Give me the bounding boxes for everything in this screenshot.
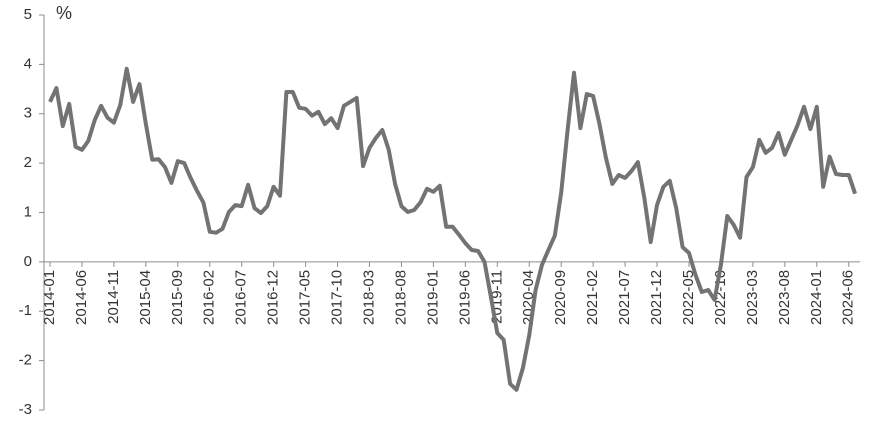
x-tick-label: 2014-11 — [105, 270, 122, 324]
y-tick-label: -1 — [19, 302, 32, 319]
y-tick-label: -2 — [19, 352, 32, 369]
y-tick-label: -3 — [19, 401, 32, 418]
y-tick-label: 1 — [24, 203, 32, 220]
line-series — [48, 66, 857, 392]
x-tick-label: 2021-12 — [648, 270, 665, 325]
x-tick-label: 2022-05 — [680, 270, 697, 325]
x-tick-label: 2016-02 — [201, 270, 218, 325]
x-tick-label: 2014-06 — [73, 270, 90, 325]
y-tick-label: 2 — [24, 154, 32, 171]
x-tick-label: 2021-07 — [616, 270, 633, 325]
x-tick-label: 2017-05 — [297, 270, 314, 325]
x-tick-label: 2016-07 — [233, 270, 250, 325]
x-tick-label: 2023-03 — [744, 270, 761, 325]
x-tick-label: 2019-06 — [456, 270, 473, 325]
x-tick-label: 2014-01 — [41, 270, 58, 325]
y-tick-label: 4 — [24, 55, 32, 72]
x-tick-label: 2021-02 — [584, 270, 601, 325]
x-tick-label: 2020-09 — [552, 270, 569, 325]
y-unit: % — [56, 3, 72, 23]
x-tick-label: 2015-04 — [137, 270, 154, 325]
x-tick-label: 2023-08 — [776, 270, 793, 325]
x-tick-label: 2018-03 — [360, 270, 377, 325]
x-tick-label: 2015-09 — [169, 270, 186, 325]
y-tick-label: 3 — [24, 105, 32, 122]
x-tick-label: 2016-12 — [265, 270, 282, 325]
x-tick-label: 2017-10 — [329, 270, 346, 325]
x-tick-label: 2019-01 — [424, 270, 441, 325]
y-tick-label: 0 — [24, 253, 32, 270]
x-tick-label: 2018-08 — [392, 270, 409, 325]
x-tick-label: 2024-01 — [808, 270, 825, 325]
y-tick-label: 5 — [24, 6, 32, 23]
x-tick-label: 2024-06 — [840, 270, 857, 325]
